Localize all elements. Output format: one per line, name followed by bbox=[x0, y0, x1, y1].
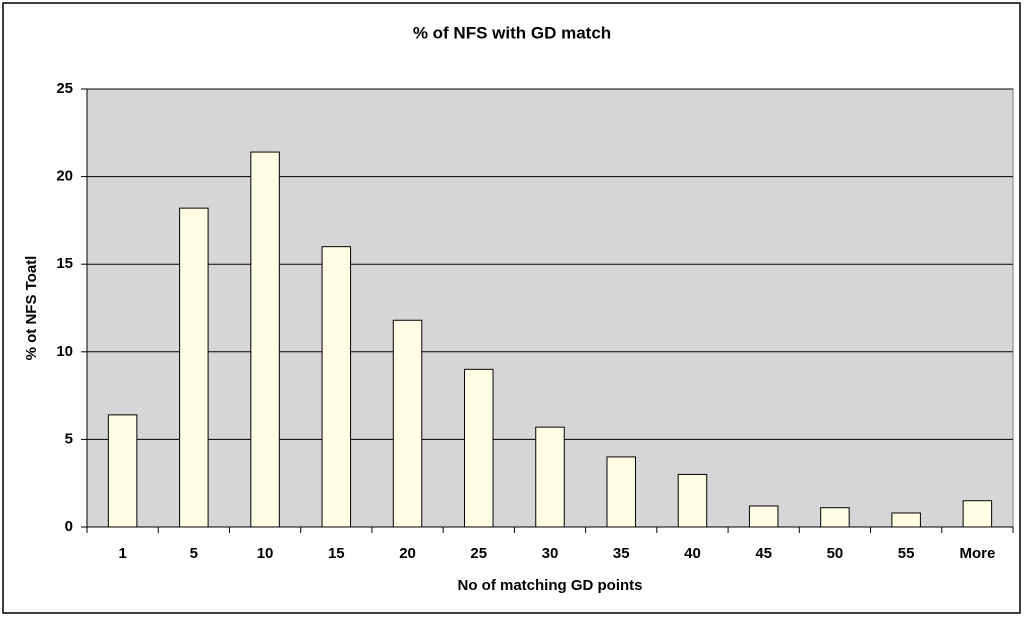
x-tick-label: 40 bbox=[684, 545, 701, 562]
x-tick-label: 5 bbox=[190, 545, 198, 562]
bar bbox=[606, 456, 636, 528]
x-tick-label: 55 bbox=[898, 545, 915, 562]
bar bbox=[748, 505, 779, 528]
x-tick-label: 20 bbox=[399, 545, 416, 562]
bar bbox=[250, 151, 280, 528]
y-tick-label: 25 bbox=[56, 80, 73, 97]
bar bbox=[535, 426, 565, 528]
bar bbox=[392, 319, 423, 528]
bar bbox=[107, 414, 138, 528]
x-tick-label: 25 bbox=[470, 545, 487, 562]
bar bbox=[321, 246, 352, 528]
x-tick-label: 1 bbox=[118, 545, 126, 562]
x-tick-label: 10 bbox=[257, 545, 274, 562]
x-tick-label: 15 bbox=[328, 545, 345, 562]
y-axis-label: % ot NFS Toatl bbox=[23, 256, 40, 361]
y-tick-label: 15 bbox=[56, 255, 73, 272]
bar bbox=[677, 473, 708, 528]
y-tick-label: 10 bbox=[56, 343, 73, 360]
chart-title: % of NFS with GD match bbox=[413, 23, 611, 42]
x-tick-label: 45 bbox=[755, 545, 772, 562]
y-tick-label: 5 bbox=[65, 430, 73, 447]
bar bbox=[962, 500, 993, 528]
x-tick-label: 30 bbox=[542, 545, 559, 562]
y-tick-label: 0 bbox=[65, 518, 73, 535]
x-tick-label: 35 bbox=[613, 545, 630, 562]
y-tick-label: 20 bbox=[56, 168, 73, 185]
x-axis-label: No of matching GD points bbox=[458, 577, 643, 594]
x-tick-label: More bbox=[959, 545, 995, 562]
bar bbox=[464, 368, 494, 528]
bar bbox=[179, 207, 209, 528]
x-tick-label: 50 bbox=[827, 545, 844, 562]
bar bbox=[891, 512, 921, 528]
bar bbox=[820, 507, 850, 528]
